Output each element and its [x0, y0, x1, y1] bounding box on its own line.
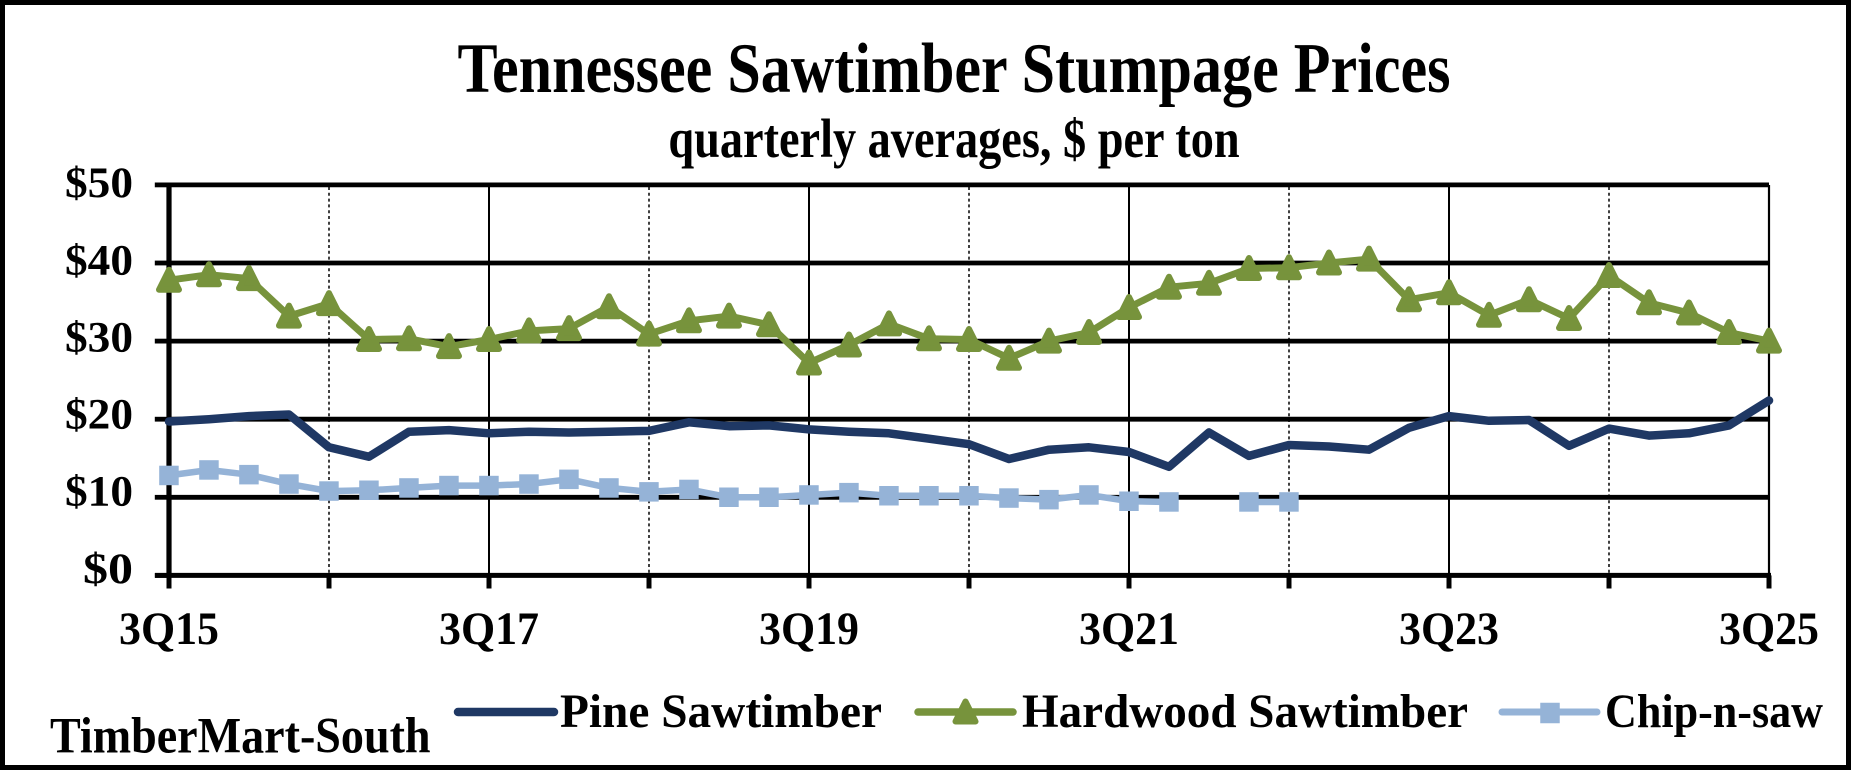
svg-text:3Q25: 3Q25: [1719, 603, 1819, 655]
svg-text:$0: $0: [83, 545, 133, 593]
svg-text:$50: $50: [65, 159, 133, 207]
svg-text:3Q15: 3Q15: [119, 603, 219, 655]
svg-text:quarterly averages, $ per ton: quarterly averages, $ per ton: [668, 108, 1239, 170]
svg-text:$30: $30: [65, 313, 133, 361]
svg-text:3Q19: 3Q19: [759, 603, 859, 655]
svg-text:$40: $40: [65, 236, 133, 284]
svg-text:Hardwood Sawtimber: Hardwood Sawtimber: [1022, 685, 1468, 738]
svg-text:3Q23: 3Q23: [1399, 603, 1499, 655]
svg-text:Chip-n-saw: Chip-n-saw: [1605, 685, 1823, 738]
svg-text:3Q21: 3Q21: [1079, 603, 1179, 655]
svg-text:TimberMart-South: TimberMart-South: [50, 709, 431, 764]
svg-text:3Q17: 3Q17: [439, 603, 539, 655]
svg-text:Pine Sawtimber: Pine Sawtimber: [560, 685, 882, 738]
svg-text:$20: $20: [65, 391, 133, 439]
svg-text:Tennessee Sawtimber Stumpage P: Tennessee Sawtimber Stumpage Prices: [457, 31, 1450, 109]
svg-text:$10: $10: [65, 468, 133, 516]
